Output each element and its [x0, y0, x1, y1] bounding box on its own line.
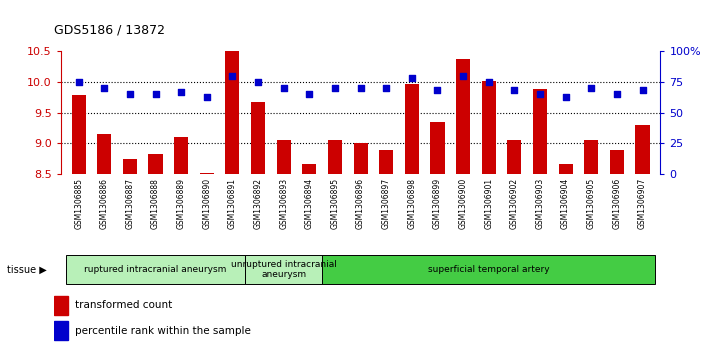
Point: [278, 85, 289, 91]
Point: [252, 79, 263, 85]
Text: ruptured intracranial aneurysm: ruptured intracranial aneurysm: [84, 265, 227, 274]
Text: GSM1306900: GSM1306900: [458, 178, 468, 229]
Text: GSM1306907: GSM1306907: [638, 178, 647, 229]
Bar: [328, 140, 342, 174]
Text: GSM1306897: GSM1306897: [382, 178, 391, 229]
Point: [560, 94, 571, 100]
Bar: [251, 102, 265, 174]
Bar: [456, 59, 470, 174]
Text: tissue ▶: tissue ▶: [7, 265, 47, 274]
Point: [381, 85, 392, 91]
Bar: [533, 89, 547, 174]
Bar: [200, 173, 213, 174]
Bar: [54, 321, 68, 340]
Bar: [302, 164, 316, 174]
Bar: [558, 164, 573, 174]
Text: GSM1306902: GSM1306902: [510, 178, 519, 229]
Bar: [379, 150, 393, 174]
Bar: [508, 140, 521, 174]
Text: GSM1306886: GSM1306886: [100, 178, 109, 229]
Text: GSM1306899: GSM1306899: [433, 178, 442, 229]
Point: [99, 85, 110, 91]
Text: GSM1306893: GSM1306893: [279, 178, 288, 229]
Bar: [431, 122, 445, 174]
Bar: [54, 296, 68, 315]
Point: [329, 85, 341, 91]
Point: [73, 79, 84, 85]
Point: [483, 79, 494, 85]
Text: GSM1306903: GSM1306903: [536, 178, 545, 229]
Bar: [405, 83, 419, 174]
FancyBboxPatch shape: [245, 255, 322, 284]
Point: [406, 75, 418, 81]
Point: [176, 89, 187, 94]
Bar: [123, 159, 137, 174]
Point: [227, 73, 238, 78]
Point: [637, 87, 648, 93]
Text: GSM1306894: GSM1306894: [305, 178, 314, 229]
Point: [432, 87, 443, 93]
Point: [303, 91, 315, 97]
Point: [150, 91, 161, 97]
Text: GSM1306898: GSM1306898: [407, 178, 416, 229]
Text: GSM1306885: GSM1306885: [74, 178, 83, 229]
Text: unruptured intracranial
aneurysm: unruptured intracranial aneurysm: [231, 260, 336, 279]
Bar: [635, 125, 650, 174]
Text: superficial temporal artery: superficial temporal artery: [428, 265, 550, 274]
Text: GSM1306892: GSM1306892: [253, 178, 263, 229]
Point: [201, 94, 213, 100]
Text: GSM1306904: GSM1306904: [561, 178, 570, 229]
Text: GSM1306905: GSM1306905: [587, 178, 595, 229]
FancyBboxPatch shape: [322, 255, 655, 284]
Point: [124, 91, 136, 97]
Text: GSM1306891: GSM1306891: [228, 178, 237, 229]
Text: GSM1306901: GSM1306901: [484, 178, 493, 229]
Text: GSM1306895: GSM1306895: [331, 178, 339, 229]
Point: [458, 73, 469, 78]
Bar: [71, 95, 86, 174]
Point: [585, 85, 597, 91]
Point: [355, 85, 366, 91]
Bar: [276, 140, 291, 174]
Text: transformed count: transformed count: [75, 301, 172, 310]
Text: GSM1306887: GSM1306887: [126, 178, 134, 229]
Bar: [610, 150, 624, 174]
Text: GSM1306889: GSM1306889: [176, 178, 186, 229]
Bar: [353, 143, 368, 174]
Text: GSM1306888: GSM1306888: [151, 178, 160, 229]
Point: [534, 91, 545, 97]
Text: GSM1306906: GSM1306906: [613, 178, 621, 229]
Point: [508, 87, 520, 93]
Bar: [97, 134, 111, 174]
Bar: [149, 154, 163, 174]
Bar: [482, 81, 496, 174]
Bar: [584, 140, 598, 174]
Text: percentile rank within the sample: percentile rank within the sample: [75, 326, 251, 336]
Point: [611, 91, 623, 97]
Text: GSM1306896: GSM1306896: [356, 178, 365, 229]
FancyBboxPatch shape: [66, 255, 245, 284]
Bar: [174, 137, 188, 174]
Text: GDS5186 / 13872: GDS5186 / 13872: [54, 23, 164, 36]
Bar: [226, 41, 239, 174]
Text: GSM1306890: GSM1306890: [202, 178, 211, 229]
